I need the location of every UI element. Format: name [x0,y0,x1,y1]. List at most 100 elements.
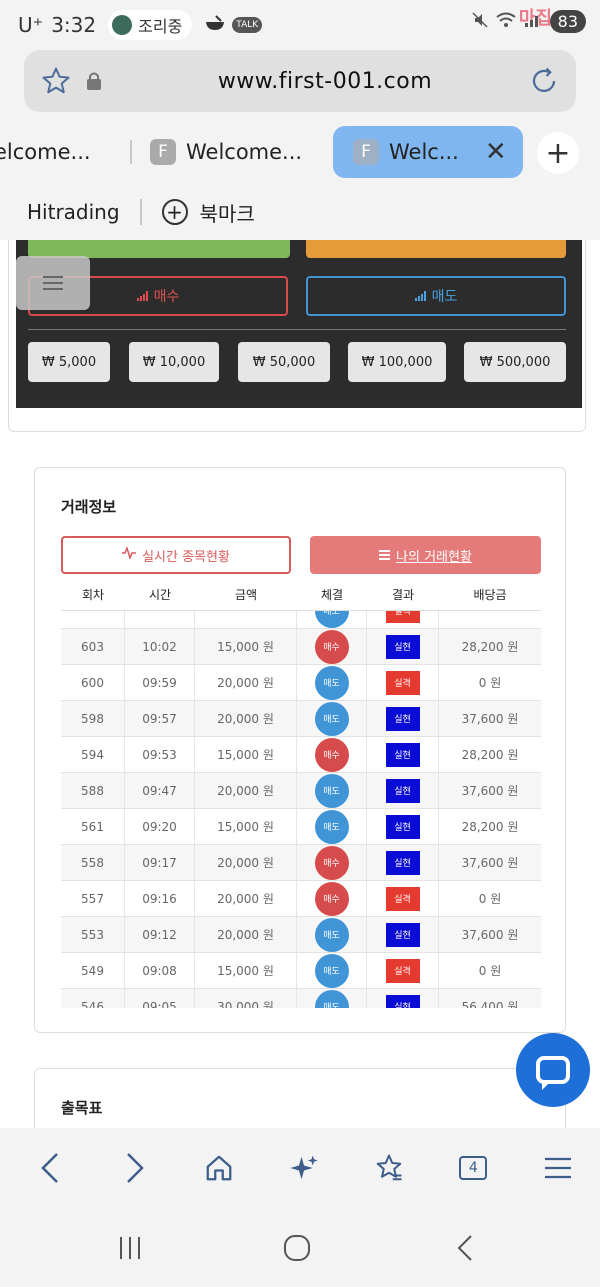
amount-button-10000[interactable]: ₩ 10,000 [129,342,219,382]
cell-payout [439,611,541,628]
cell-amount: 20,000 원 [195,773,297,808]
tab-separator [130,140,132,164]
pulse-icon [122,545,137,563]
home-circle-icon [284,1235,310,1261]
cell-round: 558 [61,845,125,880]
url-text[interactable]: www.first-001.com [217,68,433,94]
cell-payout: 56,400 원 [461,1000,519,1008]
list-icon [379,550,391,560]
cell-side: 매도 [297,701,367,736]
cell-side: 매수 [297,881,367,916]
bookmark-hitrading[interactable]: Hitrading [27,200,120,224]
add-bookmark-button[interactable]: + 북마크 [161,198,255,227]
cell-amount: 20,000 원 [195,881,297,916]
header-time: 시간 [148,588,172,602]
table-header: 회차 시간 금액 체결 결과 배당금 [61,586,541,610]
sell-badge: 매도 [314,953,349,988]
cell-payout: 0 원 [478,676,502,690]
cell-time: 09:17 [125,845,195,880]
app-avatar-icon [112,15,133,35]
browser-toolbar: 4 [0,1128,600,1208]
cell-payout: 0 원 [478,964,502,978]
cell-amount: 15,000 원 [195,809,297,844]
amount-button-50000[interactable]: ₩ 50,000 [238,342,330,382]
buy-badge: 매수 [314,737,349,772]
tab-realtime-label: 실시간 종목현황 [142,549,230,565]
forward-button[interactable] [115,1148,155,1188]
recent-apps-button[interactable] [110,1228,150,1268]
cell-amount: 20,000 원 [195,701,297,736]
cell-round: 603 [61,629,125,664]
buy-badge: 매수 [314,629,349,664]
kakaotalk-icon: TALK [232,17,263,33]
table-row: 553 09:12 20,000 원 매도 실현 37,600 원 [61,917,541,953]
ai-assistant-button[interactable] [284,1148,324,1188]
signal-bars-icon [414,291,426,301]
bowl-icon [204,14,226,36]
amount-button-100000[interactable]: ₩ 100,000 [348,342,446,382]
tabs-button[interactable]: 4 [453,1148,493,1188]
tab-1-label: elcome... [0,140,91,164]
cell-round [61,611,125,628]
amount-button-5000[interactable]: ₩ 5,000 [28,342,110,382]
favorite-star-icon[interactable] [40,65,72,97]
close-tab-icon[interactable]: ✕ [484,137,507,167]
cell-payout: 28,200 원 [461,748,519,762]
plus-icon: + [545,135,571,171]
table-row: 600 09:59 20,000 원 매도 실격 0 원 [61,665,541,701]
new-tab-button[interactable]: + [537,132,579,174]
tab-2[interactable]: F Welcome... [150,126,302,178]
win-badge: 실현 [385,922,420,947]
cell-round: 549 [61,953,125,988]
menu-button[interactable] [538,1148,578,1188]
cell-result: 실격 [367,611,439,628]
cell-result: 실현 [367,989,439,1008]
chat-button[interactable] [516,1033,590,1107]
web-content: 매수 매도 ₩ 5,000 ₩ 10,000 ₩ 50,000 ₩ 100,00… [0,240,600,1130]
trade-table-scroll[interactable]: 매도 실격 603 10:02 15,000 원 매수 실현 28,200 원 600 09:59… [61,610,541,1008]
star-list-icon [376,1154,402,1181]
cell-payout: 37,600 원 [461,856,519,870]
home-system-button[interactable] [277,1228,317,1268]
max-button[interactable] [306,240,566,258]
table-row: 558 09:17 20,000 원 매수 실현 37,600 원 [61,845,541,881]
buy-badge: 매수 [314,845,349,880]
buy-button[interactable]: 매수 [28,276,288,316]
reload-icon[interactable] [528,65,560,97]
lock-icon[interactable] [78,65,110,97]
trade-table: 매도 실격 603 10:02 15,000 원 매수 실현 28,200 원 600 09:59… [61,611,541,1008]
home-button[interactable] [199,1148,239,1188]
win-badge: 실현 [385,742,420,767]
amount-button-500000[interactable]: ₩ 500,000 [464,342,566,382]
back-button[interactable] [30,1148,70,1188]
floating-menu-button[interactable] [16,256,90,310]
table-row: 557 09:16 20,000 원 매수 실격 0 원 [61,881,541,917]
tab-my-trades[interactable]: 나의 거래현황 [310,536,541,574]
cell-round: 588 [61,773,125,808]
header-round: 회차 [81,588,105,602]
tab-3-active[interactable]: F Welc... ✕ [333,126,523,178]
chart-section-title: 출목표 [61,1099,103,1117]
system-nav-bar [0,1208,600,1287]
cooking-status-pill[interactable]: 조리중 [108,10,193,40]
bookmarks-button[interactable] [369,1148,409,1188]
sell-button[interactable]: 매도 [306,276,566,316]
table-row: 매도 실격 [61,611,541,629]
header-result: 결과 [391,588,415,602]
recent-apps-icon [120,1237,140,1259]
cell-payout: 0 원 [478,892,502,906]
sell-badge: 매도 [314,809,349,844]
tab-realtime-status[interactable]: 실시간 종목현황 [61,536,291,574]
table-row: 598 09:57 20,000 원 매도 실현 37,600 원 [61,701,541,737]
cell-amount: 20,000 원 [195,917,297,952]
system-back-button[interactable] [445,1228,485,1268]
cell-time [125,611,195,628]
reset-button[interactable] [28,240,290,258]
address-bar[interactable]: www.first-001.com [24,50,576,112]
cell-side: 매도 [297,611,367,628]
cell-amount: 20,000 원 [195,845,297,880]
table-row: 549 09:08 15,000 원 매도 실격 0 원 [61,953,541,989]
cell-time: 09:20 [125,809,195,844]
tab-1[interactable]: elcome... [0,126,91,178]
